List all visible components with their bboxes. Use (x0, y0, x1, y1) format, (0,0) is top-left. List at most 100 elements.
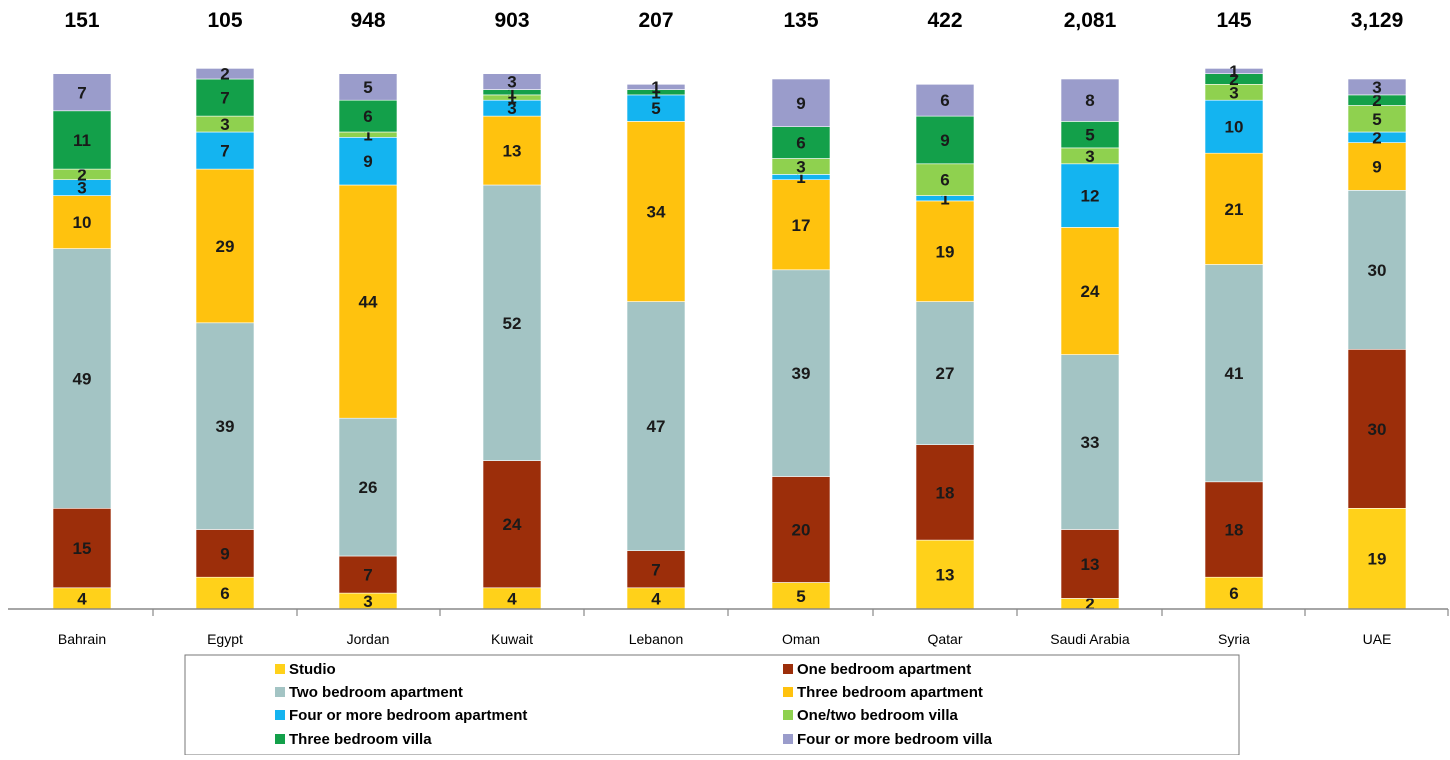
data-label: 3 (507, 73, 516, 92)
bar-segment (1204, 152, 1264, 265)
bar-segment (195, 322, 255, 530)
bar-segment (482, 73, 542, 90)
data-label: 2 (220, 65, 229, 84)
legend-entry: Four or more bedroom apartment (289, 707, 527, 724)
data-label: 17 (792, 216, 811, 235)
bar-segment (915, 163, 975, 196)
data-label: 5 (363, 78, 372, 97)
bar-segment (195, 68, 255, 80)
data-label: 11 (73, 131, 91, 150)
bar-segment (1060, 529, 1120, 599)
legend: Studio One bedroom apartment Two bedroom a… (184, 654, 1240, 756)
legend-swatch (783, 687, 793, 697)
legend-box (184, 654, 1240, 756)
bar-segment (338, 137, 398, 186)
legend-entry: Four or more bedroom villa (797, 731, 993, 748)
data-label: 1 (651, 83, 660, 102)
bar-segment (626, 121, 686, 302)
total-label-egypt: 105 (207, 9, 242, 32)
total-label-oman: 135 (783, 9, 818, 32)
bar-segment (1347, 105, 1407, 133)
legend-swatch (783, 734, 793, 744)
data-label: 1 (507, 89, 516, 108)
data-label: 15 (73, 539, 92, 558)
total-label-syria: 145 (1216, 9, 1251, 32)
total-label-saudi-arabia: 2,081 (1064, 9, 1117, 32)
total-label-lebanon: 207 (638, 9, 673, 32)
data-label: 39 (216, 417, 235, 436)
data-label: 30 (1368, 261, 1387, 280)
data-label: 18 (1225, 521, 1244, 540)
legend-swatch (275, 664, 285, 674)
bar-segment (195, 576, 255, 610)
data-label: 19 (936, 242, 955, 261)
bar-segment (52, 110, 112, 170)
category-label-jordan: Jordan (347, 631, 390, 647)
total-label-jordan: 948 (350, 9, 385, 32)
data-label: 4 (507, 589, 517, 608)
total-label-uae: 3,129 (1351, 9, 1404, 32)
legend-entry: Studio (289, 661, 336, 678)
data-label: 1 (940, 189, 949, 208)
bar-segment (338, 184, 398, 419)
bar-segment (1060, 354, 1120, 530)
category-label-qatar: Qatar (927, 631, 962, 647)
bar-segment (915, 115, 975, 165)
data-label: 1 (1229, 62, 1238, 81)
bar-segment (338, 417, 398, 557)
legend-swatch (275, 734, 285, 744)
bar-segment (1204, 481, 1264, 578)
bar-segment (1347, 142, 1407, 191)
data-label: 20 (792, 521, 811, 540)
legend-swatch (783, 664, 793, 674)
totals-row: 151 105 948 903 207 135 422 2,081 145 3,129 (64, 9, 1403, 32)
bar-segment (915, 444, 975, 541)
data-label: 7 (651, 560, 660, 579)
data-label: 10 (1225, 118, 1244, 137)
data-label: 7 (363, 566, 372, 585)
data-label: 18 (936, 483, 955, 502)
data-label: 3 (1372, 78, 1381, 97)
data-label: 4 (77, 589, 87, 608)
data-label: 5 (1085, 126, 1094, 145)
data-label: 13 (936, 566, 955, 585)
bar-segment (338, 99, 398, 133)
data-label: 47 (647, 417, 666, 436)
data-label: 9 (940, 131, 949, 150)
data-label: 5 (796, 587, 805, 606)
bar-segment (1347, 507, 1407, 610)
data-label: 6 (363, 107, 372, 126)
data-label: 7 (77, 83, 86, 102)
data-label: 6 (940, 91, 949, 110)
bar-egypt: 6 9 39 29 7 3 7 2 (195, 65, 255, 610)
data-label: 26 (359, 478, 378, 497)
data-label: 2 (1372, 128, 1381, 147)
data-label: 6 (220, 584, 229, 603)
bar-segment (1204, 99, 1264, 154)
category-label-lebanon: Lebanon (629, 631, 684, 647)
data-label: 19 (1368, 550, 1387, 569)
category-label-syria: Syria (1218, 631, 1250, 647)
data-label: 2 (1085, 595, 1094, 614)
data-label: 2 (1229, 70, 1238, 89)
data-label: 3 (796, 157, 805, 176)
data-label: 39 (792, 364, 811, 383)
bar-segment (195, 131, 255, 170)
bar-segment (915, 301, 975, 446)
total-label-kuwait: 903 (494, 9, 529, 32)
data-label: 52 (503, 314, 522, 333)
category-label-kuwait: Kuwait (491, 631, 533, 647)
data-label: 3 (1085, 147, 1094, 166)
data-label: 9 (1372, 157, 1381, 176)
bar-segment (1204, 264, 1264, 483)
data-label: 6 (940, 171, 949, 190)
data-label: 1 (363, 126, 372, 145)
category-label-bahrain: Bahrain (58, 631, 106, 647)
data-label: 5 (1372, 110, 1381, 129)
data-label: 24 (503, 515, 522, 534)
legend-entry: Three bedroom villa (289, 731, 432, 748)
data-label: 29 (216, 237, 235, 256)
